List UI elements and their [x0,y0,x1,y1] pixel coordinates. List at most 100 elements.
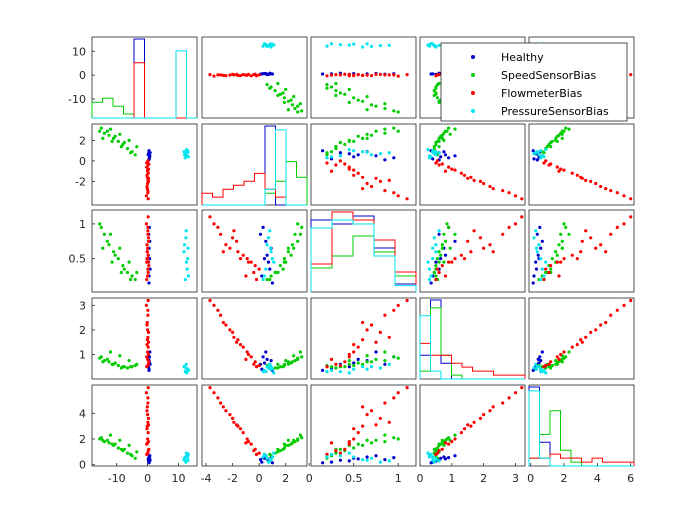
point-speedsensorbias-4-1 [135,362,139,366]
point-speedsensorbias-4-5 [549,366,553,370]
point-flowmeterbias-3-5 [604,250,608,254]
point-speedsensorbias-1-4 [437,81,441,86]
point-flowmeterbias-1-4 [434,74,438,78]
point-pressuresensorbias-3-2 [265,243,269,247]
point-speedsensorbias-2-5 [549,145,553,149]
point-flowmeterbias-3-2 [254,277,259,282]
point-flowmeterbias-3-5 [580,239,584,243]
point-flowmeterbias-3-1 [146,236,151,240]
point-pressuresensorbias-3-5 [535,250,539,254]
point-flowmeterbias-3-1 [146,267,150,271]
point-flowmeterbias-4-1 [145,343,149,347]
hist-speedsensorbias-3 [310,235,417,292]
y-tick-label-3: 0.5 [69,253,87,266]
point-speedsensorbias-3-5 [564,225,568,229]
point-flowmeterbias-1-3 [365,73,369,77]
point-speedsensorbias-2-1 [116,139,120,143]
point-pressuresensorbias-3-1 [184,260,189,264]
point-flowmeterbias-2-4 [453,168,457,172]
point-pressuresensorbias-3-4 [432,236,436,240]
point-pressuresensorbias-3-4 [429,274,433,278]
point-speedsensorbias-5-1 [119,447,123,451]
point-flowmeterbias-5-2 [245,437,249,441]
point-flowmeterbias-2-5 [615,191,619,195]
point-flowmeterbias-3-4 [447,260,451,264]
point-speedsensorbias-4-3 [369,360,374,364]
point-speedsensorbias-5-3 [338,447,342,451]
point-flowmeterbias-2-4 [459,171,463,175]
point-pressuresensorbias-4-2 [272,371,276,375]
point-healthy-5-3 [383,458,387,462]
legend-marker-flowmeterbias [471,91,475,95]
point-speedsensorbias-4-3 [374,357,378,361]
point-flowmeterbias-4-1 [146,330,151,334]
point-speedsensorbias-5-3 [392,436,396,440]
point-flowmeterbias-4-5 [609,313,613,317]
point-flowmeterbias-3-2 [236,250,240,254]
point-flowmeterbias-4-3 [338,363,342,368]
point-speedsensorbias-4-2 [284,359,288,363]
point-flowmeterbias-2-3 [387,178,391,182]
point-healthy-5-4 [443,457,448,461]
point-flowmeterbias-2-5 [580,176,584,180]
point-healthy-3-5 [531,281,535,285]
x-tick-label-2: 2 [282,472,289,485]
point-flowmeterbias-3-4 [453,257,457,261]
point-speedsensorbias-2-5 [545,145,549,149]
point-speedsensorbias-3-2 [276,270,280,275]
point-speedsensorbias-3-4 [443,239,448,243]
point-pressuresensorbias-4-5 [532,366,536,370]
legend-label-pressuresensorbias: PressureSensorBias [501,105,609,118]
point-flowmeterbias-5-3 [347,442,351,446]
point-speedsensorbias-1-4 [434,91,438,95]
point-flowmeterbias-5-4 [520,386,524,390]
point-flowmeterbias-3-4 [488,243,492,247]
point-flowmeterbias-5-2 [212,391,216,395]
point-speedsensorbias-4-1 [108,350,113,354]
point-speedsensorbias-2-5 [555,139,559,143]
point-flowmeterbias-3-5 [557,274,561,278]
point-flowmeterbias-3-5 [555,260,559,264]
point-speedsensorbias-2-1 [133,153,137,157]
point-flowmeterbias-2-3 [396,194,400,198]
point-speedsensorbias-3-5 [560,239,564,243]
point-flowmeterbias-3-2 [208,215,212,219]
point-pressuresensorbias-1-4 [437,43,441,47]
point-flowmeterbias-4-3 [374,340,378,344]
point-flowmeterbias-3-2 [219,232,223,236]
point-speedsensorbias-1-3 [325,86,329,90]
point-pressuresensorbias-4-5 [539,367,543,371]
point-pressuresensorbias-4-5 [539,370,543,374]
point-healthy-3-1 [147,281,151,285]
point-flowmeterbias-3-5 [559,260,563,264]
point-flowmeterbias-4-3 [396,303,400,307]
point-speedsensorbias-4-3 [365,354,369,358]
point-pressuresensorbias-5-3 [325,455,329,459]
point-flowmeterbias-3-2 [245,257,249,261]
point-speedsensorbias-2-1 [105,129,109,133]
point-flowmeterbias-2-3 [352,168,356,172]
legend-label-speedsensorbias: SpeedSensorBias [501,69,597,82]
point-flowmeterbias-3-4 [478,236,483,240]
point-speedsensorbias-3-1 [127,260,131,264]
point-speedsensorbias-3-1 [110,260,114,264]
point-speedsensorbias-4-2 [286,360,290,364]
point-flowmeterbias-3-1 [146,274,150,278]
point-pressuresensorbias-3-5 [534,246,539,250]
point-flowmeterbias-2-3 [356,171,360,175]
point-healthy-4-5 [539,359,543,363]
point-flowmeterbias-2-5 [555,165,559,169]
point-flowmeterbias-1-3 [325,74,329,78]
point-pressuresensorbias-3-2 [261,277,265,282]
point-speedsensorbias-2-4 [453,127,457,131]
x-tick-label-3: 0.5 [345,472,363,485]
point-speedsensorbias-4-5 [560,360,564,364]
point-flowmeterbias-4-1 [146,350,150,354]
point-flowmeterbias-5-2 [254,452,259,456]
point-speedsensorbias-2-5 [560,136,564,140]
point-speedsensorbias-3-5 [557,243,561,247]
x-tick-label-4: 0 [417,472,424,485]
point-pressuresensorbias-5-4 [431,455,435,459]
point-pressuresensorbias-1-3 [347,43,351,47]
point-flowmeterbias-2-5 [622,194,626,198]
